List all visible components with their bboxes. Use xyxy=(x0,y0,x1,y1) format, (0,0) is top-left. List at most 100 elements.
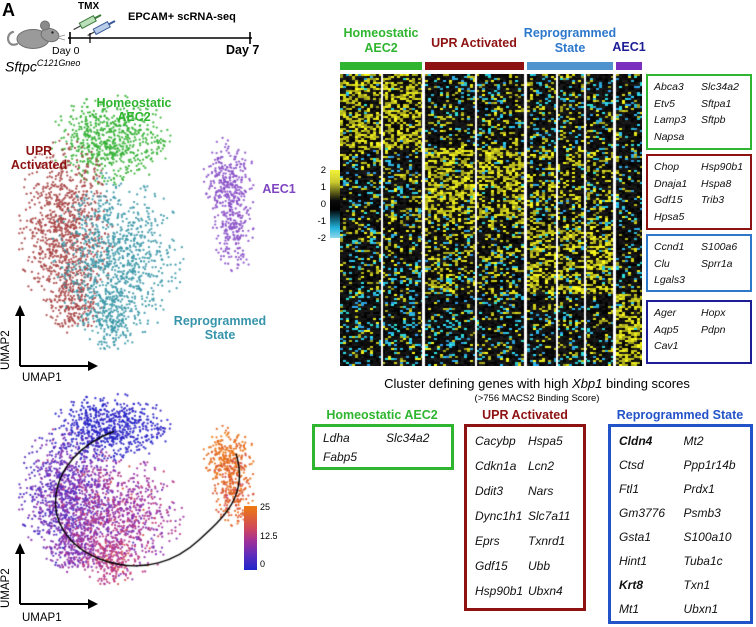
gene-label: Hsp90b1 xyxy=(475,584,524,598)
heatmap-colorbar xyxy=(330,170,341,238)
mouse-icon xyxy=(7,20,66,49)
gene-label: S100a10 xyxy=(683,530,732,544)
gene-column: Hopx Pdpn xyxy=(701,305,748,360)
panel-label: A xyxy=(2,0,15,20)
xbp1-subtitle: (>756 MACS2 Binding Score) xyxy=(474,393,600,404)
gene-label: Ddit3 xyxy=(475,484,504,498)
gene-label: Slc34a2 xyxy=(701,81,739,93)
gene-label: Etv5 xyxy=(654,97,676,110)
xbp1-box-reprogrammed: Cldn4 Ctsd Ftl1 Gm3776 Gsta1 Hint1 Krt8 Mt1 Mt2… xyxy=(608,424,753,624)
heatmap-canvas xyxy=(340,74,642,366)
gene-label: Ubxn1 xyxy=(683,602,719,616)
gene-label: Gdf15 xyxy=(654,194,683,206)
gene-label: Sprr1a xyxy=(701,257,733,270)
gene-label: Ubb xyxy=(528,559,551,573)
gene-label: Eprs xyxy=(475,534,500,548)
gene-label: Nars xyxy=(528,484,554,498)
gene-column: Chop Dnaja1 Gdf15 Hpsa5 xyxy=(654,159,701,226)
heatmap-header-reprogrammed: Reprogrammed State xyxy=(523,26,617,55)
group-bar-aec1 xyxy=(616,62,642,70)
gene-column: Hspa5 Lcn2 Nars Slc7a11 Txnrd1 Ubb Ubxn4 xyxy=(528,429,581,606)
heatmap-colorbar-tick: 2 xyxy=(320,165,326,176)
gene-label: Chop xyxy=(654,161,680,173)
gene-label: Hpsa5 xyxy=(654,210,685,223)
gene-label: Gm3776 xyxy=(619,506,666,520)
gene-label: Sftpb xyxy=(701,114,726,126)
xbp1-header-homeostatic: Homeostatic AEC2 xyxy=(326,408,438,422)
gene-label: Mt1 xyxy=(619,602,640,616)
gene-label: Napsa xyxy=(654,130,685,143)
genotype-gene: Sftpc xyxy=(5,58,37,75)
gene-label: Cldn4 xyxy=(619,434,653,448)
gene-label: Ubxn4 xyxy=(528,584,563,598)
umap-cluster-plot: Homeostatic AEC2 UPR Activated AEC1 Repr… xyxy=(0,86,334,388)
assay-label: EPCAM+ scRNA-seq xyxy=(128,11,236,23)
label-homeostatic-aec2: Homeostatic AEC2 xyxy=(96,96,172,124)
gene-label: Dync1h1 xyxy=(475,509,523,523)
gene-label: Aqp5 xyxy=(654,323,679,336)
tmx-label: TMX xyxy=(78,1,100,12)
gene-column: Hsp90b1 Hspa8 Trib3 xyxy=(701,159,748,226)
gene-label: Cav1 xyxy=(654,340,679,352)
gene-label: Ppp1r14b xyxy=(683,458,736,472)
gene-label: Lgals3 xyxy=(654,274,685,286)
umap-axes-arrows xyxy=(15,543,98,609)
xbp1-header-upr: UPR Activated xyxy=(482,408,568,422)
pseudotime-tick: 0 xyxy=(260,559,266,569)
heatmap-header-upr: UPR Activated xyxy=(431,36,517,50)
gene-label: Ftl1 xyxy=(619,482,640,496)
marker-box-aec1: Ager Aqp5 Cav1 Hopx Pdpn xyxy=(646,300,752,364)
heatmap-colorbar-tick: -1 xyxy=(317,216,326,227)
gene-label: Mt2 xyxy=(683,434,704,448)
xbp1-box-homeostatic: Ldha Fabp5 Slc34a2 xyxy=(312,424,454,470)
day7-label: Day 7 xyxy=(226,43,260,57)
gene-label: Psmb3 xyxy=(683,506,721,520)
gene-label: Lcn2 xyxy=(528,459,555,473)
genotype-allele: C121Gneo xyxy=(36,58,81,68)
gene-label: Krt8 xyxy=(619,578,644,592)
xbp1-title: Cluster defining genes with high Xbp1 bi… xyxy=(384,376,690,391)
gene-column: S100a6 Sprr1a xyxy=(701,239,748,288)
gene-label: Dnaja1 xyxy=(654,177,688,190)
gene-label: Hint1 xyxy=(619,554,648,568)
day0-label: Day 0 xyxy=(52,45,80,57)
umap-axes-arrows xyxy=(15,305,98,371)
gene-label: Ccnd1 xyxy=(654,241,685,253)
gene-label: Ldha xyxy=(323,431,350,445)
heatmap-header-homeostatic-aec2: Homeostatic AEC2 xyxy=(343,26,419,55)
gene-label: Cacybp xyxy=(475,434,516,448)
gene-column: Cldn4 Ctsd Ftl1 Gm3776 Gsta1 Hint1 Krt8 Mt1 xyxy=(619,429,684,619)
gene-label: Hopx xyxy=(701,307,726,319)
umap2-axis-label: UMAP2 xyxy=(0,330,12,370)
marker-box-upr: Chop Dnaja1 Gdf15 Hpsa5 Hsp90b1 Hspa8 Trib3 xyxy=(646,154,752,230)
xbp1-header-reprogrammed: Reprogrammed State xyxy=(616,408,744,422)
xbp1-box-upr: Cacybp Cdkn1a Ddit3 Dync1h1 Eprs Gdf15 Hsp90b1… xyxy=(464,424,586,611)
heatmap-header-aec1: AEC1 xyxy=(612,40,646,54)
umap2-axis-label: UMAP2 xyxy=(0,568,12,608)
gene-column: Ldha Fabp5 xyxy=(323,429,386,465)
gene-label: Slc7a11 xyxy=(528,509,571,523)
syringe-icons xyxy=(73,14,116,36)
umap1-axis-label: UMAP1 xyxy=(22,372,62,384)
gene-column: Slc34a2 Sftpa1 Sftpb xyxy=(701,79,748,146)
marker-box-reprogrammed: Ccnd1 Clu Lgals3 S100a6 Sprr1a xyxy=(646,234,752,292)
gene-column: Ccnd1 Clu Lgals3 xyxy=(654,239,701,288)
umap1-axis-label: UMAP1 xyxy=(22,612,62,624)
gene-label: Abca3 xyxy=(654,81,684,93)
gene-label: Prdx1 xyxy=(683,482,715,496)
pseudotime-colorbar xyxy=(244,506,257,570)
umap-pseudotime-canvas xyxy=(14,390,324,610)
pseudotime-tick: 25 xyxy=(260,502,271,512)
gene-column: Abca3 Etv5 Lamp3 Napsa xyxy=(654,79,701,146)
pseudotime-colorbar-ticks: 25 12.5 0 xyxy=(260,502,286,588)
group-bar-reprogrammed xyxy=(527,62,613,70)
gene-label: Txn1 xyxy=(683,578,711,592)
group-bar-upr xyxy=(425,62,524,70)
gene-label: Trib3 xyxy=(701,194,725,206)
umap-cluster-canvas xyxy=(14,90,324,375)
umap-pseudotime-plot: 25 12.5 0 UMAP1 UMAP2 xyxy=(0,390,334,627)
gene-label: Lamp3 xyxy=(654,114,687,126)
label-reprogrammed-state: Reprogrammed State xyxy=(173,314,267,342)
heatmap-colorbar-tick: 0 xyxy=(320,199,326,210)
gene-column: Slc34a2 xyxy=(386,429,449,465)
